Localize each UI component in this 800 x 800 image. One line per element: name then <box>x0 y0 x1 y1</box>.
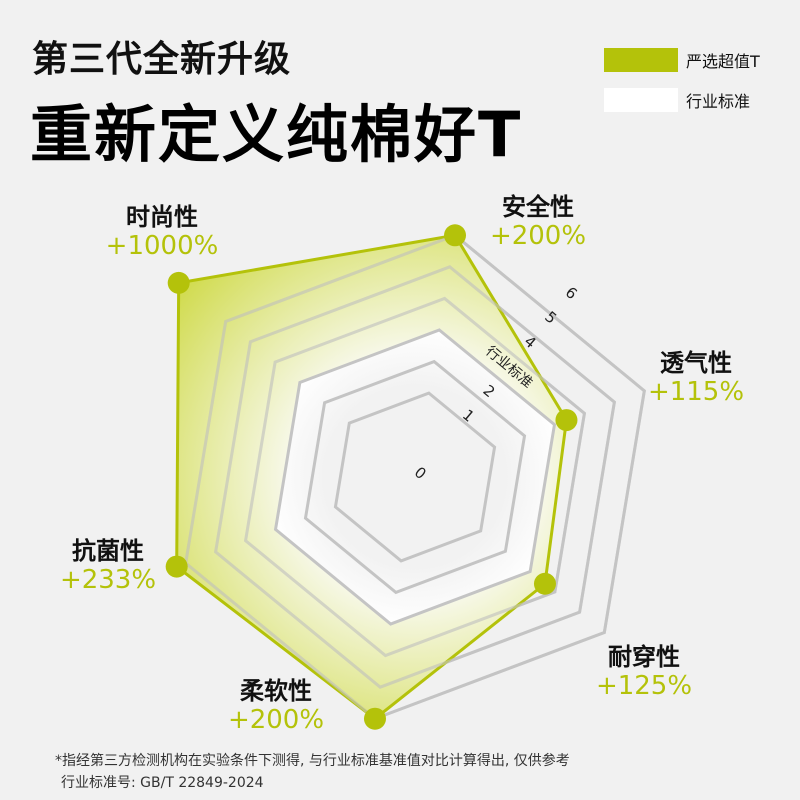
footer: *指经第三方检测机构在实验条件下测得, 与行业标准基准值对比计算得出, 仅供参考… <box>55 750 570 794</box>
footer-note: *指经第三方检测机构在实验条件下测得, 与行业标准基准值对比计算得出, 仅供参考 <box>55 753 570 769</box>
legend-item-product: 严选超值T <box>604 48 760 72</box>
page-title: 重新定义纯棉好T <box>30 98 523 171</box>
legend-label: 严选超值T <box>686 52 760 71</box>
label-breathability: 透气性 +115% <box>647 349 745 407</box>
legend-swatch-green <box>604 48 678 72</box>
legend-swatch-white <box>604 88 678 112</box>
subtitle: 第三代全新升级 <box>32 39 292 80</box>
legend-item-standard: 行业标准 <box>604 88 760 112</box>
footer-standard: 行业标准号: GB/T 22849-2024 <box>61 775 264 791</box>
svg-text:6: 6 <box>562 283 581 303</box>
label-antibacterial: 抗菌性 +233% <box>59 537 157 595</box>
label-fashion: 时尚性 +1000% <box>105 203 219 261</box>
label-durability: 耐穿性 +125% <box>595 643 693 701</box>
legend: 严选超值T 行业标准 <box>604 48 760 128</box>
data-points <box>165 224 578 730</box>
label-softness: 柔软性 +200% <box>227 677 325 735</box>
legend-label: 行业标准 <box>686 92 751 111</box>
label-safety: 安全性 +200% <box>489 193 587 251</box>
